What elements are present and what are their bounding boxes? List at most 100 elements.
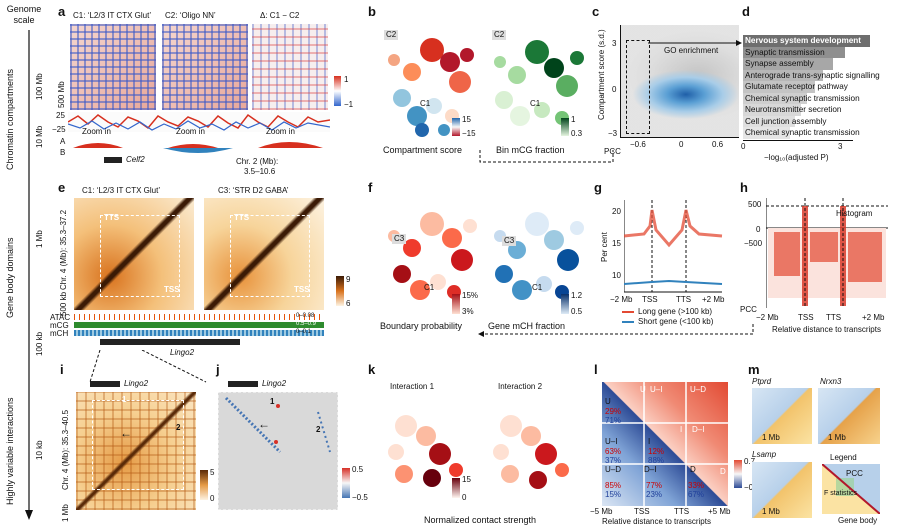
mcg-umap xyxy=(494,40,584,126)
panel-b-scale1-bottom: −15 xyxy=(462,129,476,138)
panel-g-plot xyxy=(624,200,723,293)
track-mch xyxy=(74,330,324,336)
panel-j-diff-marks xyxy=(218,392,338,510)
panel-g-ylabel: Per cent xyxy=(600,232,609,262)
panel-e-heatmap-c3 xyxy=(204,198,324,310)
panel-e-title-2: C3: ‘STR D2 GABA’ xyxy=(218,186,289,195)
track-mch-label: mCH xyxy=(50,329,69,338)
scale-10mb: 10 Mb xyxy=(35,125,44,148)
panel-f-colorbar-1 xyxy=(452,294,460,314)
panel-a-title-3: Δ: C1 − C2 xyxy=(260,11,300,20)
panel-b-scale2-bottom: 0.3 xyxy=(571,129,583,138)
panel-b-connector xyxy=(479,150,614,163)
l-label-i-bottom: I xyxy=(648,437,651,446)
panel-i-colorbar xyxy=(200,470,208,500)
legend-long-label: Long gene (>100 kb) xyxy=(638,307,713,316)
interaction1-umap xyxy=(388,415,463,487)
panel-l-xtick-3: TTS xyxy=(674,507,690,516)
interaction2-umap xyxy=(493,415,569,489)
panel-m-scale-3: 1 Mb xyxy=(762,507,780,516)
panel-l-xlabel: Relative distance to transcripts xyxy=(602,517,711,526)
panel-k-caption: Normalized contact strength xyxy=(424,515,537,525)
track-atac xyxy=(74,314,324,320)
panel-m-gene-3: Lsamp xyxy=(752,450,777,459)
track-atac-range: 0–0.08 xyxy=(296,313,315,319)
go-term-8: Cell junction assembly xyxy=(743,115,827,127)
panel-m-legend-body: Gene body xyxy=(838,516,878,525)
panel-label-a: a xyxy=(58,4,66,19)
panel-label-h: h xyxy=(740,180,748,195)
track-mcg-label: mCG xyxy=(50,321,69,330)
panel-e-domain-box-2 xyxy=(230,215,310,297)
panel-h-xtick-1: −2 Mb xyxy=(756,313,779,322)
panel-c-ytick-n3: −3 xyxy=(608,129,618,138)
genome-scale-label: Genome scale xyxy=(6,4,42,25)
panel-a-scale-bottom: −1 xyxy=(344,100,354,109)
panel-h-ytick-500: 500 xyxy=(748,200,762,209)
panel-b-scale1-top: 15 xyxy=(462,115,471,124)
panel-j-gene: Lingo2 xyxy=(262,379,287,388)
panel-f-scale1-top: 15% xyxy=(462,291,479,300)
l-label-ud-bottom: U–D xyxy=(605,465,622,474)
panel-d-xtick-3: 3 xyxy=(838,142,843,151)
row-a-label: A xyxy=(60,137,66,146)
panel-m-gene-2: Nrxn3 xyxy=(820,377,842,386)
heatmap-delta xyxy=(252,24,328,110)
panel-e-domain-box-1 xyxy=(100,215,180,297)
panel-i-zoom-connector xyxy=(89,350,207,383)
chromatin-compartments-label: Chromatin compartments xyxy=(5,68,15,170)
l-pct-blue-6: 67% xyxy=(688,490,705,499)
panel-l-xtick-1: −5 Mb xyxy=(590,507,613,516)
panel-g-xtick-1: −2 Mb xyxy=(610,295,633,304)
panel-b-c2-right: C2 xyxy=(492,30,507,40)
panel-f-c3-left: C3 xyxy=(392,234,407,244)
panel-j-scale-top: 0.5 xyxy=(352,465,364,474)
panel-c-xtick-1: −0.6 xyxy=(630,140,646,149)
panel-j-arrow-icon: ← xyxy=(258,417,270,431)
panel-i-scale-top: 5 xyxy=(210,468,215,477)
panel-h-xtick-3: TTS xyxy=(826,313,842,322)
zoom-in-3: Zoom in xyxy=(266,127,295,136)
l-label-u-bottom: U xyxy=(605,397,611,406)
go-term-6: Chemical synaptic transmission xyxy=(743,92,860,104)
panel-h-histogram: Histogram xyxy=(836,209,873,218)
celf2-gene-arrow xyxy=(104,157,122,163)
panel-c-xlabel: PCC xyxy=(604,147,621,156)
panel-m-gene-1: Ptprd xyxy=(752,377,772,386)
panel-a-y-500mb: 500 Mb xyxy=(57,81,66,108)
panel-k-scale-top: 15 xyxy=(462,475,471,484)
panel-k-embeddings xyxy=(388,415,569,489)
panel-i-marker-2: 2 xyxy=(176,423,181,432)
panel-l-grid xyxy=(602,382,728,506)
panel-l-scale-bottom: −0.7 xyxy=(744,484,760,492)
panel-e-scale-bottom: 6 xyxy=(346,299,351,308)
panel-label-b: b xyxy=(368,4,376,19)
l-pct-red-6: 33% xyxy=(688,481,705,490)
boundary-probability-umap xyxy=(388,212,477,300)
l-pct-red-5: 77% xyxy=(646,481,663,490)
lingo2-gene-arrow-i xyxy=(90,381,120,387)
compartment-score-umap xyxy=(388,38,474,137)
panel-label-f: f xyxy=(368,180,373,195)
panel-l-xtick-2: TSS xyxy=(634,507,650,516)
panel-k-colorbar xyxy=(452,478,460,498)
panel-label-l: l xyxy=(594,362,598,377)
panel-m-scale-2: 1 Mb xyxy=(828,433,846,442)
panel-g-xtick-2: TSS xyxy=(642,295,658,304)
l-label-di-bottom: D–I xyxy=(644,465,657,474)
panel-b-c1-left: C1 xyxy=(420,99,431,108)
panel-g-ytick-15: 15 xyxy=(612,239,621,248)
panel-a-tick-n25: −25 xyxy=(52,125,66,134)
l-pct-red-3: 12% xyxy=(648,447,665,456)
track-mcg xyxy=(74,322,324,328)
panel-d-axis xyxy=(743,140,853,141)
panel-h-scatter xyxy=(766,198,888,308)
panel-e-scale-top: 9 xyxy=(346,275,351,284)
panel-h-ytick-n500: −500 xyxy=(744,239,763,248)
go-term-4: Anterograde trans-synaptic signalling xyxy=(743,69,880,81)
panel-l-xtick-4: +5 Mb xyxy=(708,507,731,516)
panel-i-marker-1: 1 xyxy=(122,395,127,404)
panel-label-c: c xyxy=(592,4,600,19)
panel-f-caption-2: Gene mCH fraction xyxy=(488,321,566,331)
panel-g-ytick-20: 20 xyxy=(612,207,621,216)
